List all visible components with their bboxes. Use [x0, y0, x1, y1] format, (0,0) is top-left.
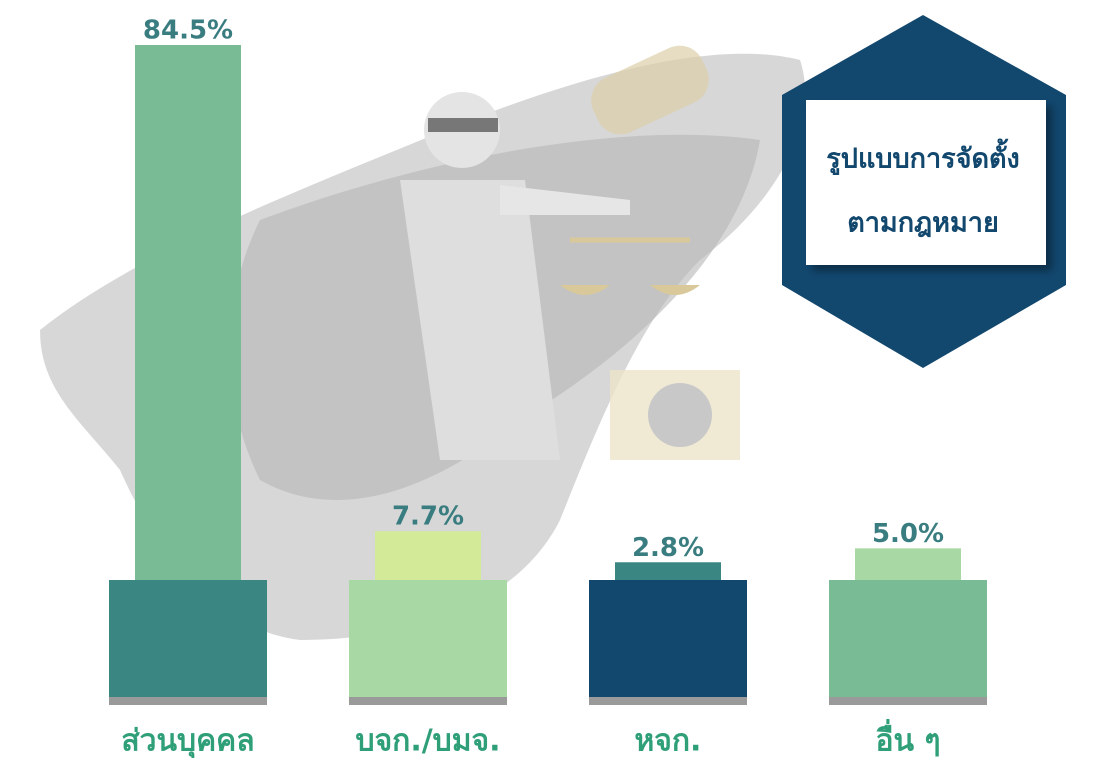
bar	[855, 548, 961, 580]
bar	[615, 562, 721, 580]
pedestal	[829, 580, 987, 697]
pedestal	[109, 580, 267, 697]
page: รูปแบบการจัดตั้ง ตามกฎหมาย 84.5% ส่วนบุคค…	[0, 0, 1094, 758]
x-tick-label: บจก./บมจ.	[356, 724, 501, 759]
value-label: 7.7%	[392, 502, 464, 532]
chart: รูปแบบการจัดตั้ง ตามกฎหมาย 84.5% ส่วนบุคค…	[0, 0, 1094, 758]
pedestal-shadow	[109, 697, 267, 705]
x-tick-label: หจก.	[635, 724, 702, 759]
bar	[375, 531, 481, 580]
bar	[135, 45, 241, 580]
x-tick-label: อื่น ๆ	[875, 719, 940, 759]
x-tick-label: ส่วนบุคคล	[121, 724, 254, 759]
value-label: 5.0%	[872, 519, 944, 549]
chart-title: ตามกฎหมาย	[847, 208, 999, 239]
chart-title: รูปแบบการจัดตั้ง	[826, 138, 1019, 176]
title-badge: รูปแบบการจัดตั้ง ตามกฎหมาย	[782, 15, 1066, 368]
pedestal-shadow	[589, 697, 747, 705]
value-label: 84.5%	[143, 16, 233, 46]
value-label: 2.8%	[632, 533, 704, 563]
pedestal-shadow	[829, 697, 987, 705]
pedestal	[349, 580, 507, 697]
pedestal-shadow	[349, 697, 507, 705]
pedestal	[589, 580, 747, 697]
